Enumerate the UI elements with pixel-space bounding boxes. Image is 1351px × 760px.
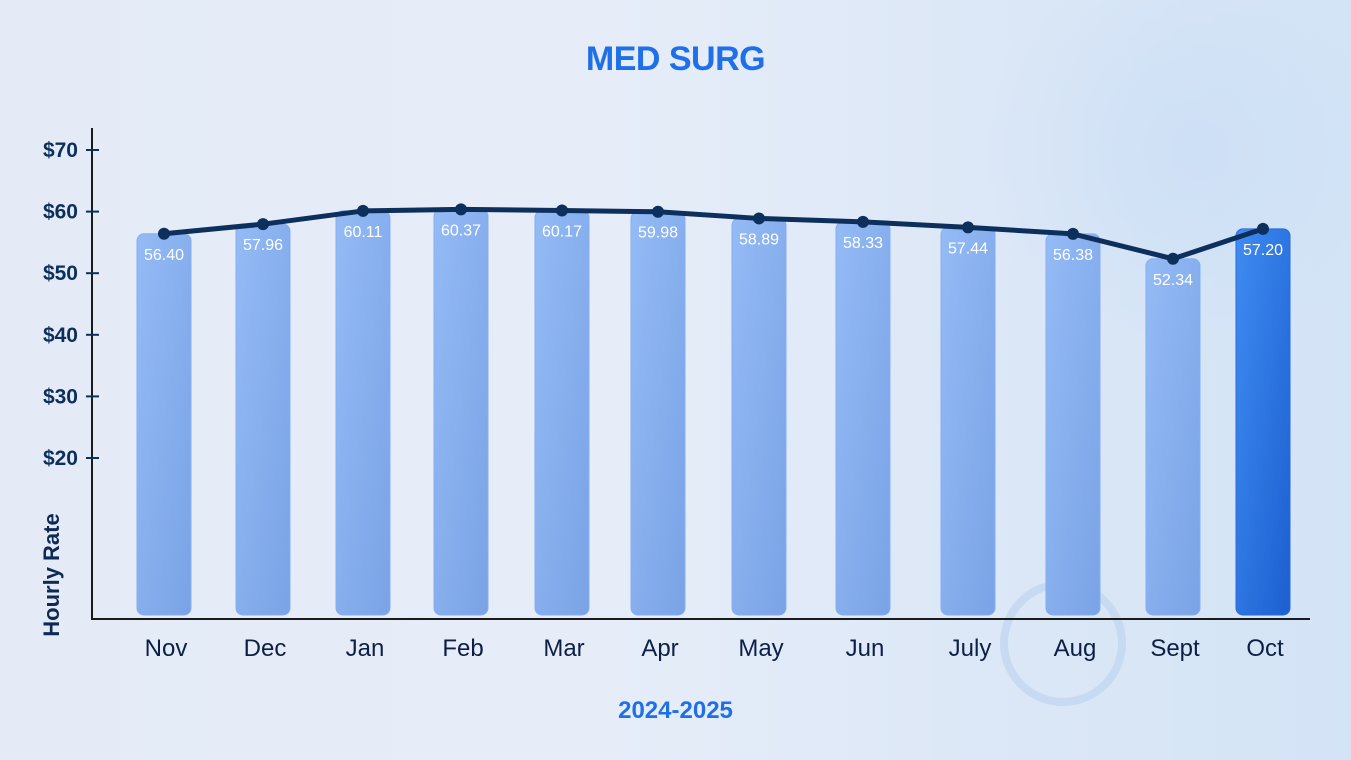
value-label: 52.34 — [1153, 272, 1193, 289]
chart-title: MED SURG — [585, 40, 766, 78]
value-label: 56.38 — [1053, 247, 1093, 264]
value-label: 58.89 — [739, 231, 779, 248]
x-tick-label: Sept — [1150, 635, 1200, 662]
line-marker — [857, 215, 869, 228]
x-tick-label: Nov — [145, 635, 188, 662]
line-marker — [455, 203, 467, 216]
trend-line — [163, 206, 1264, 262]
x-tick-label: Mar — [543, 635, 584, 662]
line-marker — [158, 227, 170, 240]
value-label: 59.98 — [638, 225, 678, 242]
line-marker — [257, 218, 269, 231]
bar-mar — [534, 210, 590, 616]
x-tick-label: Feb — [442, 635, 483, 662]
bar-oct — [1235, 228, 1291, 616]
value-label: 57.44 — [948, 240, 988, 257]
bar-sept — [1145, 258, 1201, 616]
y-tick-label: $70 — [43, 139, 78, 162]
x-tick-label: July — [949, 635, 992, 662]
value-label: 60.37 — [441, 222, 481, 239]
x-axis-title: 2024-2025 — [618, 697, 733, 724]
line-marker — [1067, 227, 1079, 240]
bar-jun — [835, 221, 891, 616]
value-label: 57.20 — [1243, 242, 1283, 259]
x-tick-label: Jan — [346, 635, 385, 662]
line-marker — [962, 221, 974, 234]
y-tick-label: $50 — [43, 262, 78, 285]
y-axis-ticks: $20 $30 $40 $50 $60 $70 — [43, 139, 99, 470]
x-tick-label: Aug — [1054, 635, 1097, 662]
value-label: 56.40 — [144, 247, 184, 264]
bar-dec — [235, 223, 291, 616]
line-marker — [357, 204, 369, 217]
line-marker — [652, 205, 664, 218]
x-tick-label: Jun — [846, 635, 885, 662]
bar-july — [940, 226, 996, 616]
bar-series — [136, 208, 1291, 616]
x-axis-ticks: Nov Dec Jan Feb Mar Apr May Jun July Aug Sept Oct — [145, 635, 1284, 662]
value-label: 60.11 — [344, 224, 383, 241]
line-marker — [753, 212, 765, 225]
value-label: 60.17 — [542, 224, 582, 241]
value-label: 58.33 — [843, 235, 883, 252]
x-tick-label: Oct — [1246, 635, 1284, 662]
axes — [91, 128, 1310, 620]
bar-may — [731, 217, 787, 616]
y-tick-label: $30 — [43, 385, 78, 408]
value-label: 57.96 — [243, 237, 283, 254]
line-marker — [1167, 252, 1179, 265]
x-tick-label: Dec — [244, 635, 287, 662]
y-tick-label: $60 — [43, 201, 78, 224]
value-labels: 56.40 57.96 60.11 60.37 60.17 59.98 58.89 58.33… — [144, 222, 1283, 288]
bar-nov — [136, 233, 192, 616]
y-axis-title: Hourly Rate — [39, 513, 64, 637]
y-tick-label: $40 — [43, 324, 78, 347]
bar-jan — [335, 210, 391, 616]
line-series — [158, 203, 1269, 265]
bar-aug — [1045, 233, 1101, 616]
bar-feb — [433, 208, 489, 616]
line-marker — [556, 204, 568, 217]
y-tick-label: $20 — [43, 447, 78, 470]
bar-apr — [630, 211, 686, 616]
line-marker — [1257, 222, 1269, 235]
x-tick-label: Apr — [641, 635, 678, 662]
x-tick-label: May — [738, 635, 783, 662]
